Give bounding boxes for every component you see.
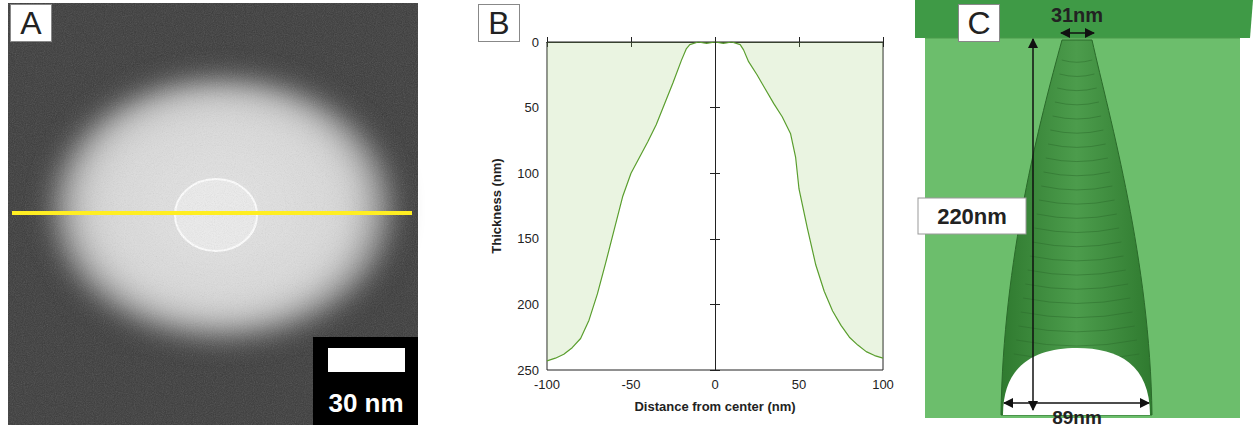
svg-text:200: 200 bbox=[517, 297, 539, 312]
html-text:B: B bbox=[488, 5, 510, 41]
svg-text:0: 0 bbox=[532, 35, 539, 50]
svg-text:0: 0 bbox=[711, 377, 718, 392]
svg-text:100: 100 bbox=[872, 377, 894, 392]
svg-text:50: 50 bbox=[792, 377, 806, 392]
html-text:C: C bbox=[967, 5, 991, 41]
svg-text:-100: -100 bbox=[534, 377, 560, 392]
svg-text:30 nm: 30 nm bbox=[328, 388, 403, 418]
svg-text:50: 50 bbox=[525, 100, 539, 115]
svg-text:31nm: 31nm bbox=[1051, 4, 1103, 26]
svg-text:89nm: 89nm bbox=[1052, 407, 1102, 428]
html-text:A: A bbox=[20, 5, 42, 41]
svg-text:250: 250 bbox=[517, 363, 539, 378]
svg-text:Thickness (nm): Thickness (nm) bbox=[489, 158, 504, 253]
svg-text:Distance from center (nm): Distance from center (nm) bbox=[634, 399, 795, 414]
svg-text:100: 100 bbox=[517, 166, 539, 181]
svg-text:-50: -50 bbox=[622, 377, 641, 392]
svg-text:150: 150 bbox=[517, 231, 539, 246]
svg-text:220nm: 220nm bbox=[937, 204, 1007, 229]
